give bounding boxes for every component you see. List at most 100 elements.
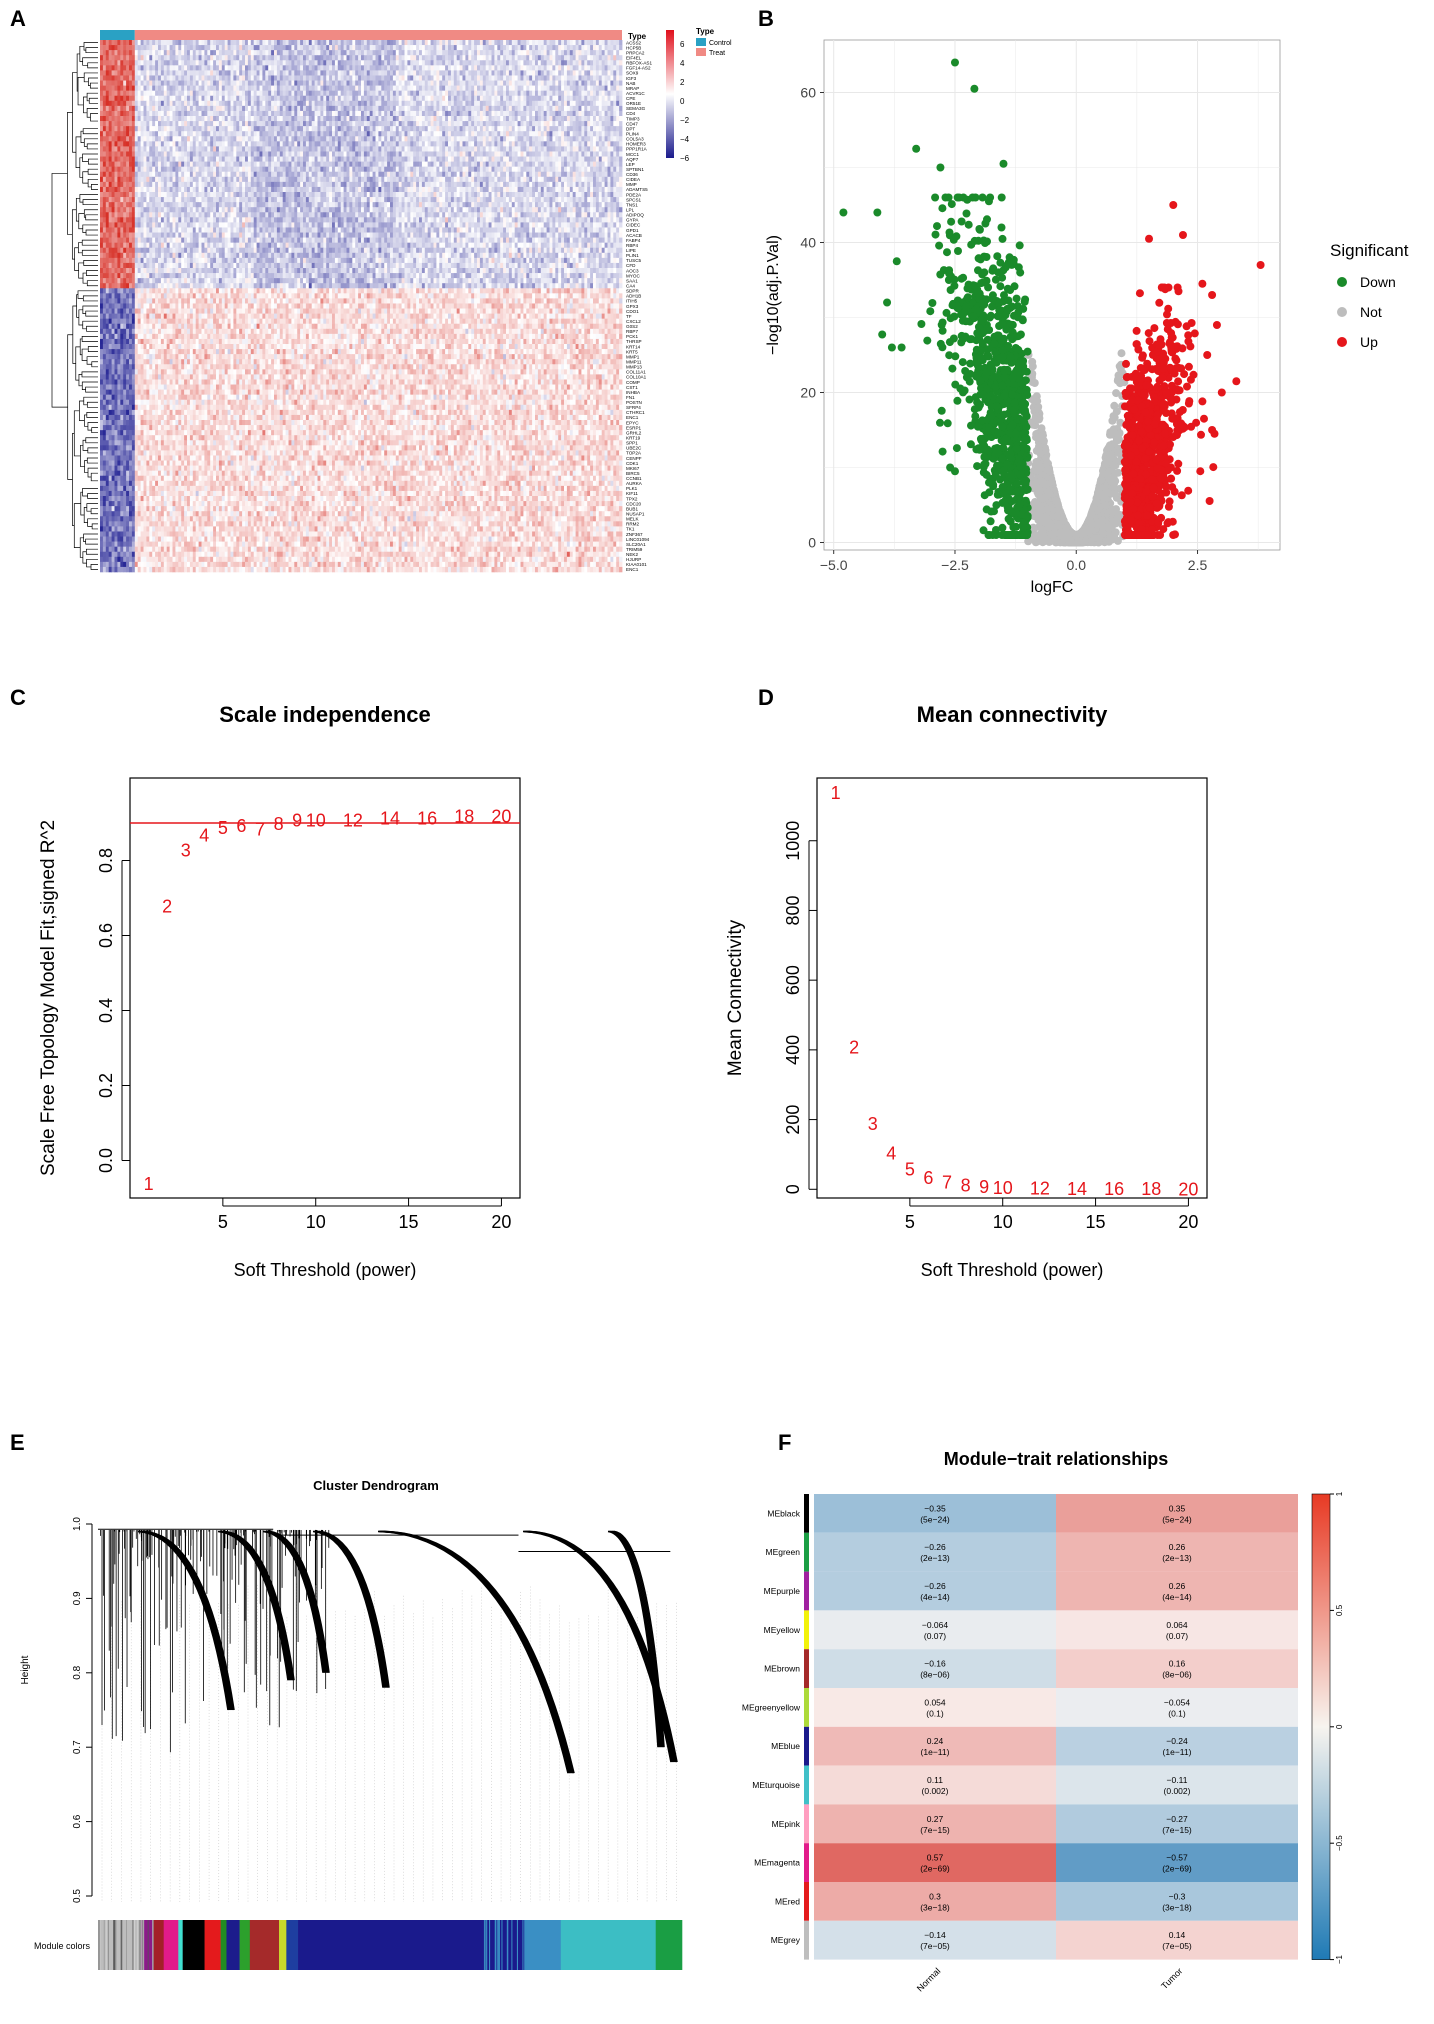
heatmap-cell xyxy=(404,40,408,46)
heatmap-cell xyxy=(326,121,330,127)
heatmap-cell xyxy=(178,151,182,157)
heatmap-cell xyxy=(308,75,313,81)
heatmap-cell xyxy=(456,131,460,137)
heatmap-cell xyxy=(320,141,324,147)
heatmap-cell xyxy=(384,85,388,91)
heatmap-cell xyxy=(198,146,202,152)
heatmap-cell xyxy=(300,100,304,107)
heatmap-cell xyxy=(593,100,597,107)
heatmap-cell xyxy=(317,126,321,132)
heatmap-cell xyxy=(291,141,295,147)
heatmap-cell xyxy=(442,161,446,167)
heatmap-cell xyxy=(218,100,223,107)
heatmap-cell xyxy=(503,146,507,152)
heatmap-cell xyxy=(265,171,269,178)
heatmap-cell xyxy=(123,95,127,102)
heatmap-cell xyxy=(578,110,582,117)
heatmap-cell xyxy=(578,121,582,127)
heatmap-cell xyxy=(471,136,475,142)
heatmap-cell xyxy=(187,131,191,137)
heatmap-cell xyxy=(558,105,562,112)
heatmap-cell xyxy=(572,60,576,66)
heatmap-cell xyxy=(279,171,284,178)
heatmap-cell xyxy=(523,100,527,107)
heatmap-cell xyxy=(308,95,313,102)
heatmap-cell xyxy=(616,40,620,46)
heatmap-cell xyxy=(511,70,516,76)
heatmap-cell xyxy=(433,141,437,147)
heatmap-cell xyxy=(543,156,547,162)
heatmap-cell xyxy=(390,176,394,183)
heatmap-cell xyxy=(114,116,118,122)
heatmap-cell xyxy=(230,75,234,81)
heatmap-cell xyxy=(288,60,292,66)
heatmap-cell xyxy=(355,171,359,178)
heatmap-cell xyxy=(114,85,118,91)
heatmap-cell xyxy=(294,131,298,137)
heatmap-cell xyxy=(352,100,356,107)
heatmap-cell xyxy=(346,80,350,86)
heatmap-cell xyxy=(279,45,284,51)
heatmap-cell xyxy=(366,75,371,81)
heatmap-cell xyxy=(381,171,385,178)
heatmap-cell xyxy=(100,161,104,167)
heatmap-cell xyxy=(129,60,133,66)
heatmap-cell xyxy=(532,146,536,152)
heatmap-cell xyxy=(314,126,318,132)
heatmap-cell xyxy=(445,40,449,46)
heatmap-cell xyxy=(152,136,156,142)
heatmap-cell xyxy=(453,171,458,178)
heatmap-cell xyxy=(532,75,536,81)
heatmap-cell xyxy=(166,121,170,127)
heatmap-cell xyxy=(198,65,202,71)
heatmap-cell xyxy=(265,126,269,132)
heatmap-cell xyxy=(587,85,591,91)
heatmap-cell xyxy=(442,116,446,122)
heatmap-cell xyxy=(387,55,391,61)
heatmap-cell xyxy=(401,121,405,127)
heatmap-cell xyxy=(172,131,176,137)
heatmap-cell xyxy=(445,110,449,117)
heatmap-cell xyxy=(503,110,507,117)
heatmap-cell xyxy=(303,176,307,183)
heatmap-cell xyxy=(590,65,594,71)
heatmap-cell xyxy=(392,70,397,76)
heatmap-cell xyxy=(213,100,217,107)
heatmap-cell xyxy=(265,95,269,102)
heatmap-cell xyxy=(491,85,495,91)
heatmap-cell xyxy=(285,126,289,132)
heatmap-cell xyxy=(535,121,539,127)
heatmap-cell xyxy=(500,126,504,132)
heatmap-cell xyxy=(604,90,608,97)
heatmap-cell xyxy=(494,141,498,147)
heatmap-cell xyxy=(497,70,501,76)
heatmap-cell xyxy=(340,121,344,127)
heatmap-cell xyxy=(210,90,214,97)
heatmap-cell xyxy=(413,55,417,61)
heatmap-cell xyxy=(514,146,518,152)
heatmap-cell xyxy=(514,60,518,66)
heatmap-cell xyxy=(218,55,223,61)
heatmap-cell xyxy=(384,105,388,112)
heatmap-cell xyxy=(137,146,141,152)
heatmap-cell xyxy=(271,55,275,61)
heatmap-cell xyxy=(276,70,281,76)
heatmap-cell xyxy=(134,166,139,173)
heatmap-cell xyxy=(358,90,362,97)
heatmap-cell xyxy=(265,161,269,167)
heatmap-cell xyxy=(610,166,614,173)
heatmap-cell xyxy=(450,171,455,178)
heatmap-cell xyxy=(320,126,324,132)
heatmap-cell xyxy=(329,151,333,157)
heatmap-cell xyxy=(363,55,368,61)
heatmap-cell xyxy=(250,50,255,56)
heatmap-cell xyxy=(274,85,278,91)
heatmap-cell xyxy=(392,121,397,127)
heatmap-cell xyxy=(477,136,481,142)
heatmap-cell xyxy=(471,80,475,86)
heatmap-cell xyxy=(210,40,214,46)
heatmap-cell xyxy=(503,45,507,51)
heatmap-cell xyxy=(297,151,301,157)
heatmap-cell xyxy=(160,131,165,137)
heatmap-cell xyxy=(566,141,571,147)
